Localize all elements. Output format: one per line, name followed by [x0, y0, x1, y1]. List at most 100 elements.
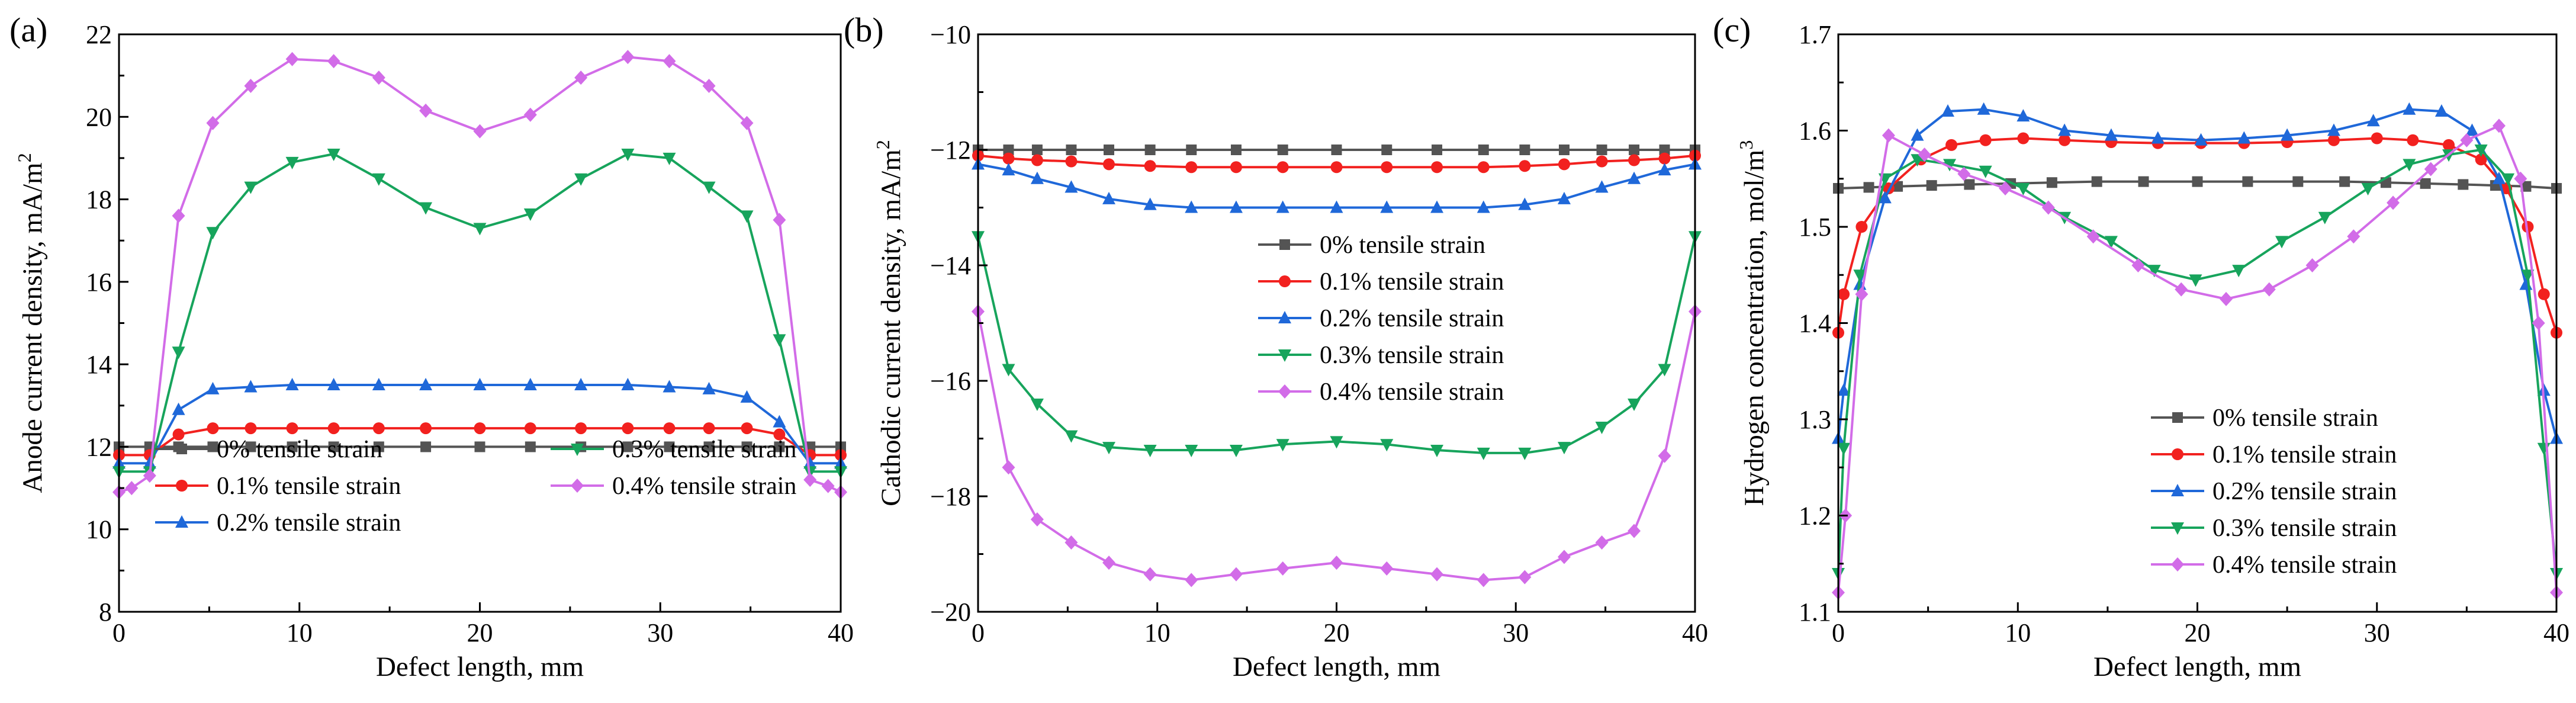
- data-point: [419, 377, 433, 390]
- data-point: [1430, 200, 1444, 213]
- data-point: [206, 227, 220, 240]
- y-tick-label: 10: [86, 515, 112, 544]
- y-axis-label-text: Anode current density, mA/m: [17, 162, 48, 493]
- data-point: [2501, 173, 2515, 186]
- y-axis-label: Hydrogen concentration, mol/m3: [1735, 140, 1770, 506]
- data-point: [821, 479, 835, 493]
- series-line: [1837, 149, 2558, 574]
- data-point: [419, 202, 433, 215]
- data-point: [2387, 195, 2400, 210]
- x-axis-label: Defect length, mm: [2093, 651, 2301, 682]
- x-tick-label: 30: [647, 618, 673, 647]
- data-point: [2521, 269, 2535, 283]
- x-tick-label: 30: [2364, 618, 2390, 647]
- data-point: [1837, 442, 1851, 455]
- data-point: [1003, 145, 1014, 155]
- data-point: [2403, 102, 2416, 115]
- series-line: [1837, 124, 2558, 593]
- data-point: [1143, 567, 1157, 582]
- data-point: [1629, 145, 1640, 155]
- data-point: [1628, 154, 1641, 166]
- data-point: [327, 377, 340, 390]
- y-tick-label: −16: [930, 367, 971, 396]
- data-point: [473, 124, 487, 139]
- data-point: [2520, 181, 2532, 192]
- data-point: [1276, 439, 1289, 452]
- data-point: [2017, 183, 2030, 195]
- data-point: [287, 441, 298, 452]
- data-point: [1065, 180, 1078, 193]
- data-point: [1430, 445, 1444, 457]
- y-axis-label: Cathodic current density, mA/m2: [872, 140, 906, 506]
- legend-label: 0.1% tensile strain: [2212, 441, 2397, 468]
- data-point: [773, 213, 786, 227]
- data-point: [1381, 145, 1392, 155]
- data-point: [1658, 152, 1671, 165]
- legend-marker: [2172, 412, 2183, 423]
- data-point: [1185, 445, 1198, 457]
- legend-marker: [2171, 484, 2184, 496]
- data-point: [1330, 161, 1343, 174]
- x-tick-label: 20: [467, 618, 493, 647]
- series-0-4: [112, 50, 847, 500]
- legend-marker: [1279, 275, 1291, 287]
- series-0-4: [1832, 118, 2563, 600]
- data-point: [125, 481, 139, 496]
- data-point: [1943, 159, 1957, 172]
- legend-marker: [1278, 349, 1291, 362]
- data-point: [1381, 161, 1393, 174]
- data-point: [803, 473, 817, 487]
- data-point: [1855, 221, 1868, 233]
- data-point: [1595, 535, 1609, 550]
- data-point: [2532, 316, 2545, 330]
- legend-item: 0.2% tensile strain: [1258, 305, 1504, 332]
- data-point: [524, 422, 536, 435]
- y-tick-label: 22: [86, 20, 112, 49]
- data-point: [285, 377, 299, 390]
- data-point: [1066, 145, 1077, 155]
- data-point: [1102, 556, 1116, 570]
- legend: 0% tensile strain 0.1% tensile strain 0.2%…: [2151, 405, 2397, 579]
- data-point: [1276, 161, 1289, 174]
- y-tick-label: 1.5: [1799, 213, 1831, 242]
- data-point: [1477, 161, 1490, 174]
- x-tick-label: 30: [1503, 618, 1529, 647]
- x-tick-label: 0: [972, 618, 985, 647]
- data-point: [525, 441, 536, 452]
- legend-marker: [1278, 311, 1291, 323]
- legend-item: 0.1% tensile strain: [2151, 441, 2397, 468]
- x-tick-label: 0: [1832, 618, 1845, 647]
- panel-label: (b): [844, 11, 884, 49]
- legend-label: 0.2% tensile strain: [217, 509, 401, 537]
- data-point: [2058, 123, 2072, 136]
- data-point: [1999, 181, 2012, 195]
- y-tick-label: −12: [930, 136, 971, 165]
- data-point: [1229, 445, 1243, 457]
- data-point: [207, 441, 218, 452]
- data-point: [1557, 191, 1571, 204]
- data-point: [1977, 102, 1990, 115]
- data-point: [621, 50, 635, 65]
- data-point: [172, 346, 185, 359]
- data-point: [2424, 162, 2437, 176]
- y-axis-label: Anode current density, mA/m2: [14, 153, 48, 493]
- data-point: [474, 441, 485, 452]
- data-point: [773, 334, 786, 347]
- data-point: [1103, 158, 1115, 171]
- legend-item: 0.3% tensile strain: [1258, 342, 1504, 369]
- data-point: [2275, 236, 2289, 249]
- data-point: [740, 210, 754, 223]
- series-0-1: [113, 422, 847, 461]
- series-0: [1833, 176, 2562, 194]
- data-point: [1102, 442, 1116, 455]
- legend-label: 0.4% tensile strain: [1320, 378, 1504, 406]
- data-point: [702, 381, 716, 394]
- data-point: [1595, 422, 1609, 434]
- legend-label: 0.1% tensile strain: [217, 473, 401, 500]
- y-axis-label-text: Hydrogen concentration, mol/m: [1739, 150, 1770, 506]
- data-point: [2318, 211, 2331, 224]
- data-point: [1330, 436, 1343, 449]
- data-point: [773, 415, 786, 428]
- legend-item: 0.3% tensile strain: [2151, 515, 2397, 542]
